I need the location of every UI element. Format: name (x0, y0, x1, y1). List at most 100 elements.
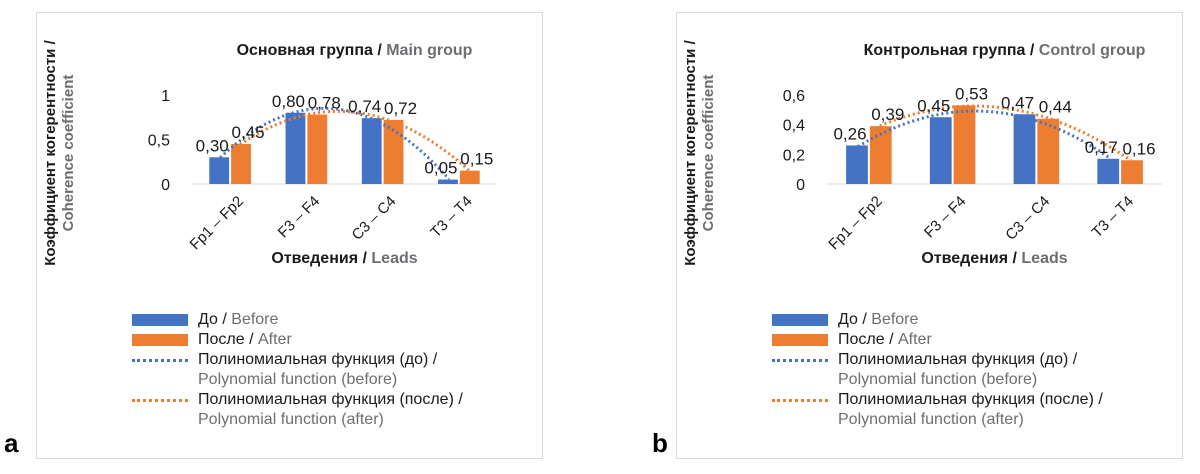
bar-after (307, 114, 328, 184)
legend-poly-after-ru: Полиномиальная функция (после) / (838, 391, 1103, 408)
legend-poly-before-en: Polynomial function (before) (198, 371, 398, 388)
x-tick-label: F3 – F4 (921, 193, 970, 242)
legend-poly-before-ru: Полиномиальная функция (до) / (838, 351, 1078, 368)
bar-after (459, 170, 480, 184)
x-axis-label-sep: / (358, 250, 371, 267)
chart-panel-b: Контрольная группа / Control group Коэффи… (676, 12, 1183, 459)
legend-swatch-after (132, 334, 188, 346)
chart-svg-b: Контрольная группа / Control group Коэффи… (682, 39, 1162, 267)
legend-poly-after-en: Polynomial function (after) (198, 411, 384, 428)
y-tick-label: 0,6 (783, 88, 805, 105)
x-tick-label: T3 – T4 (1089, 193, 1137, 241)
legend-a: До / Before После / After Полиномиальная… (132, 310, 463, 430)
bar-before (846, 145, 868, 184)
x-axis-label-ru: Отведения (921, 250, 1008, 267)
y-tick-label: 0 (161, 177, 170, 194)
bar-before (361, 118, 382, 184)
bar-after (869, 126, 892, 184)
bar-after (953, 105, 976, 184)
chart-title-en: Control group (1039, 42, 1146, 59)
trendline-after (879, 104, 1132, 162)
legend-item-before: До / Before (772, 310, 1103, 330)
panel-letter-b: b (652, 428, 668, 458)
data-label-before: 0,80 (272, 92, 305, 111)
x-tick-label: T3 – T4 (427, 193, 475, 241)
y-axis-label-en: Coherence coefficient (60, 75, 77, 232)
legend-dotted-after (772, 399, 828, 402)
trendline-before (857, 109, 1111, 159)
legend-dotted-before (772, 359, 828, 362)
y-axis-label-ru: Коэффициент когерентности / (682, 39, 699, 265)
data-label-after: 0,53 (955, 84, 988, 103)
y-tick-label: 0,4 (783, 118, 805, 135)
legend-sep: / (884, 331, 898, 348)
y-tick-label: 1 (161, 88, 170, 105)
x-tick-label: C3 – C4 (1002, 193, 1053, 244)
bar-after (383, 119, 404, 184)
x-axis-label: Отведения / Leads (921, 250, 1067, 267)
bar-before (285, 112, 306, 184)
x-axis-label: Отведения / Leads (271, 250, 417, 267)
bar-after (1037, 118, 1060, 184)
x-tick-label: F3 – F4 (275, 193, 324, 242)
chart-title-sep: / (1025, 42, 1038, 59)
legend-after-en: After (897, 331, 932, 348)
data-label-before: 0,30 (196, 136, 229, 155)
legend-sep: / (217, 311, 232, 328)
data-label-before: 0,17 (1085, 138, 1118, 157)
legend-swatch-before (772, 314, 828, 326)
y-tick-label: 0 (796, 177, 805, 194)
legend-poly-after-en: Polynomial function (after) (838, 411, 1024, 428)
data-label-before: 0,74 (348, 97, 381, 116)
bar-before (438, 179, 458, 184)
panel-letter-a: a (4, 428, 19, 458)
legend-poly-after-ru: Полиномиальная функция (после) / (198, 391, 463, 408)
legend-dotted-before (132, 359, 188, 362)
chart-panel-a: Основная группа / Main group Коэффициент … (36, 12, 543, 459)
y-axis-label-ru: Коэффициент когерентности / (42, 39, 59, 265)
data-label-after: 0,78 (308, 94, 341, 113)
data-label-before: 0,05 (424, 159, 457, 178)
legend-poly-before-ru: Полиномиальная функция (до) / (198, 351, 438, 368)
chart-title-ru: Контрольная группа (864, 42, 1026, 59)
x-tick-label: Fp1 – Fp2 (825, 193, 885, 253)
x-axis-label-en: Leads (371, 250, 417, 267)
data-label-after: 0,39 (871, 105, 904, 124)
data-label-before: 0,47 (1001, 93, 1034, 112)
chart-title-en: Main group (386, 42, 472, 59)
legend-sep: / (857, 311, 872, 328)
y-axis-label-en: Coherence coefficient (700, 75, 717, 232)
data-label-after: 0,72 (384, 99, 417, 118)
legend-item-poly-before: Полиномиальная функция (до) / Polynomial … (132, 350, 463, 390)
y-tick-label: 0,2 (783, 147, 805, 164)
legend-sep: / (244, 331, 258, 348)
bar-before (209, 157, 230, 184)
x-axis-label-en: Leads (1021, 250, 1067, 267)
data-label-after: 0,45 (231, 123, 264, 142)
chart-title-sep: / (373, 42, 386, 59)
data-label-after: 0,15 (460, 150, 493, 169)
legend-item-before: До / Before (132, 310, 463, 330)
bar-before (1013, 114, 1036, 184)
legend-poly-before-en: Polynomial function (before) (838, 371, 1038, 388)
bar-after (1121, 160, 1143, 184)
chart-title-ru: Основная группа (237, 42, 373, 59)
legend-item-after: После / After (132, 330, 463, 350)
legend-dotted-after (132, 399, 188, 402)
legend-b: До / Before После / After Полиномиальная… (772, 310, 1103, 430)
legend-item-poly-after: Полиномиальная функция (после) / Polynomi… (132, 390, 463, 430)
data-label-after: 0,44 (1039, 98, 1072, 117)
x-tick-label: Fp1 – Fp2 (187, 193, 247, 253)
trendline-before (219, 106, 451, 181)
legend-swatch-before (132, 314, 188, 326)
x-tick-label: C3 – C4 (349, 193, 400, 244)
trendline-after (239, 109, 470, 172)
data-label-before: 0,45 (917, 96, 950, 115)
legend-before-ru: До (838, 311, 858, 328)
legend-before-en: Before (871, 311, 919, 328)
legend-after-ru: После (838, 331, 885, 348)
legend-item-poly-before: Полиномиальная функция (до) / Polynomial … (772, 350, 1103, 390)
x-axis-label-ru: Отведения (271, 250, 358, 267)
legend-item-poly-after: Полиномиальная функция (после) / Polynomi… (772, 390, 1103, 430)
legend-before-en: Before (231, 311, 279, 328)
